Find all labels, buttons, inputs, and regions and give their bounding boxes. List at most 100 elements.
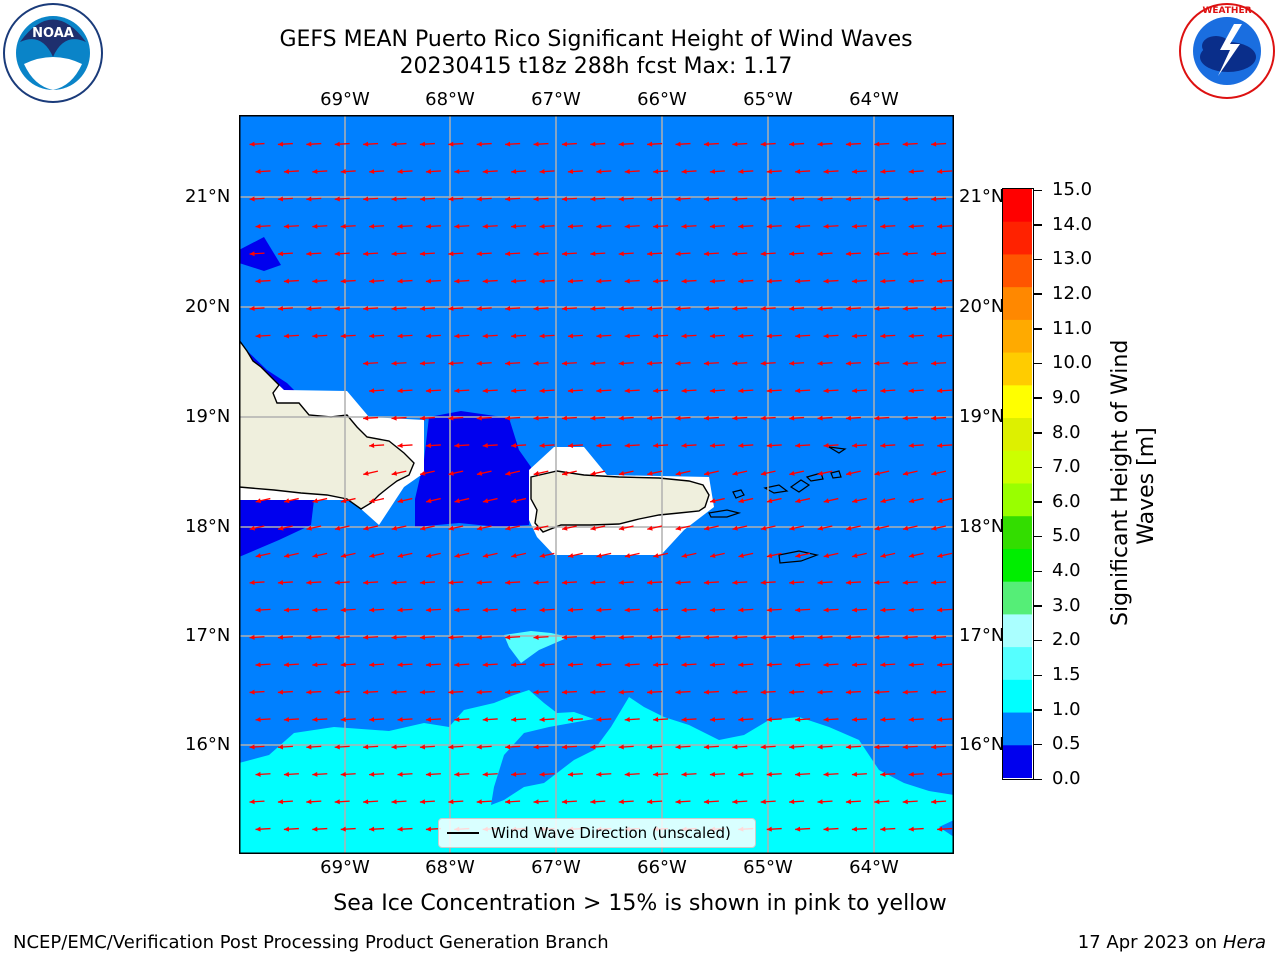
colorbar-swatch <box>1003 418 1032 451</box>
colorbar-tick-mark <box>1034 259 1042 261</box>
y-tick-left-17n: 17°N <box>185 625 230 646</box>
land-anegada <box>831 471 841 478</box>
colorbar-tick-label: 13.0 <box>1052 248 1092 269</box>
colorbar-tick-label: 8.0 <box>1052 422 1081 443</box>
colorbar-swatch <box>1003 614 1032 647</box>
colorbar-tick-label: 1.0 <box>1052 699 1081 720</box>
colorbar-tick-label: 11.0 <box>1052 318 1092 339</box>
colorbar-swatch <box>1003 189 1032 222</box>
colorbar-tick-label: 6.0 <box>1052 491 1081 512</box>
colorbar-swatch <box>1003 713 1032 746</box>
x-tick-bottom-64w: 64°W <box>834 857 914 878</box>
y-tick-left-21n: 21°N <box>185 186 230 207</box>
colorbar-tick-mark <box>1034 709 1042 711</box>
footer-left: NCEP/EMC/Verification Post Processing Pr… <box>13 932 609 953</box>
colorbar-tick-mark <box>1034 190 1042 192</box>
colorbar-tick-mark <box>1034 501 1042 503</box>
colorbar-tick-label: 15.0 <box>1052 179 1092 200</box>
y-tick-right-16n: 16°N <box>959 734 1004 755</box>
colorbar-swatch <box>1003 745 1032 778</box>
y-tick-left-20n: 20°N <box>185 296 230 317</box>
colorbar-swatch <box>1003 222 1032 255</box>
colorbar-tick-mark <box>1034 744 1042 746</box>
x-tick-top-66w: 66°W <box>622 89 702 110</box>
colorbar-tick-label: 1.5 <box>1052 664 1081 685</box>
legend-label: Wind Wave Direction (unscaled) <box>491 824 731 842</box>
colorbar-tick-mark <box>1034 536 1042 538</box>
sea-ice-note: Sea Ice Concentration > 15% is shown in … <box>0 891 1280 916</box>
colorbar-tick-label: 12.0 <box>1052 283 1092 304</box>
colorbar-swatch <box>1003 516 1032 549</box>
colorbar-swatch <box>1003 549 1032 582</box>
colorbar-tick-mark <box>1034 363 1042 365</box>
colorbar <box>1002 188 1034 780</box>
x-tick-top-68w: 68°W <box>410 89 490 110</box>
colorbar-tick-label: 9.0 <box>1052 387 1081 408</box>
colorbar-tick-label: 0.0 <box>1052 768 1081 789</box>
nws-logo: WEATHER <box>1176 2 1278 102</box>
colorbar-tick-mark <box>1034 605 1042 607</box>
x-tick-top-64w: 64°W <box>834 89 914 110</box>
colorbar-tick-mark <box>1034 293 1042 295</box>
colorbar-tick-mark <box>1034 675 1042 677</box>
x-tick-top-65w: 65°W <box>728 89 808 110</box>
x-tick-bottom-68w: 68°W <box>410 857 490 878</box>
colorbar-swatch <box>1003 451 1032 484</box>
x-tick-top-69w: 69°W <box>305 89 385 110</box>
map-plot: Wind Wave Direction (unscaled) <box>239 115 954 854</box>
colorbar-tick-label: 14.0 <box>1052 214 1092 235</box>
colorbar-swatch <box>1003 287 1032 320</box>
x-tick-bottom-66w: 66°W <box>622 857 702 878</box>
colorbar-tick-mark <box>1034 224 1042 226</box>
colorbar-tick-label: 3.0 <box>1052 595 1081 616</box>
y-tick-right-20n: 20°N <box>959 296 1004 317</box>
chart-subtitle: 20230415 t18z 288h fcst Max: 1.17 <box>0 54 1192 79</box>
colorbar-label-line1: Significant Height of Wind <box>1108 346 1134 626</box>
colorbar-tick-label: 4.0 <box>1052 560 1081 581</box>
colorbar-tick-label: 7.0 <box>1052 456 1081 477</box>
colorbar-swatch <box>1003 353 1032 386</box>
y-tick-left-18n: 18°N <box>185 516 230 537</box>
colorbar-tick-mark <box>1034 467 1042 469</box>
footer-right: 17 Apr 2023 on Hera <box>1078 932 1266 953</box>
chart-title: GEFS MEAN Puerto Rico Significant Height… <box>0 27 1192 52</box>
colorbar-label: Significant Height of Wind Waves [m] <box>1104 340 1164 640</box>
colorbar-tick-mark <box>1034 571 1042 573</box>
colorbar-tick-label: 10.0 <box>1052 352 1092 373</box>
colorbar-tick-mark <box>1034 328 1042 330</box>
x-tick-bottom-69w: 69°W <box>305 857 385 878</box>
footer-machine: Hera <box>1223 932 1266 953</box>
colorbar-tick-mark <box>1034 432 1042 434</box>
y-tick-left-16n: 16°N <box>185 734 230 755</box>
colorbar-swatch <box>1003 680 1032 713</box>
y-tick-right-18n: 18°N <box>959 516 1004 537</box>
colorbar-swatches <box>1003 189 1032 778</box>
x-tick-bottom-65w: 65°W <box>728 857 808 878</box>
colorbar-tick-label: 0.5 <box>1052 733 1081 754</box>
legend-line-swatch <box>447 832 479 834</box>
noaa-logo: NOAA <box>2 2 104 104</box>
svg-text:WEATHER: WEATHER <box>1202 6 1251 16</box>
colorbar-tick-mark <box>1034 397 1042 399</box>
y-tick-right-21n: 21°N <box>959 186 1004 207</box>
map-svg <box>239 115 954 854</box>
y-tick-left-19n: 19°N <box>185 406 230 427</box>
x-tick-top-67w: 67°W <box>516 89 596 110</box>
colorbar-tick-label: 2.0 <box>1052 629 1081 650</box>
colorbar-tick-mark <box>1034 779 1042 781</box>
colorbar-swatch <box>1003 484 1032 517</box>
map-legend: Wind Wave Direction (unscaled) <box>438 818 756 848</box>
colorbar-swatch <box>1003 320 1032 353</box>
y-tick-right-17n: 17°N <box>959 625 1004 646</box>
colorbar-swatch <box>1003 647 1032 680</box>
x-tick-bottom-67w: 67°W <box>516 857 596 878</box>
colorbar-swatch <box>1003 254 1032 287</box>
colorbar-label-line2: Waves [m] <box>1134 346 1160 626</box>
colorbar-tick-mark <box>1034 640 1042 642</box>
svg-text:NOAA: NOAA <box>32 26 74 41</box>
colorbar-tick-label: 5.0 <box>1052 525 1081 546</box>
colorbar-swatch <box>1003 385 1032 418</box>
y-tick-right-19n: 19°N <box>959 406 1004 427</box>
footer-date: 17 Apr 2023 on <box>1078 932 1223 953</box>
colorbar-swatch <box>1003 582 1032 615</box>
